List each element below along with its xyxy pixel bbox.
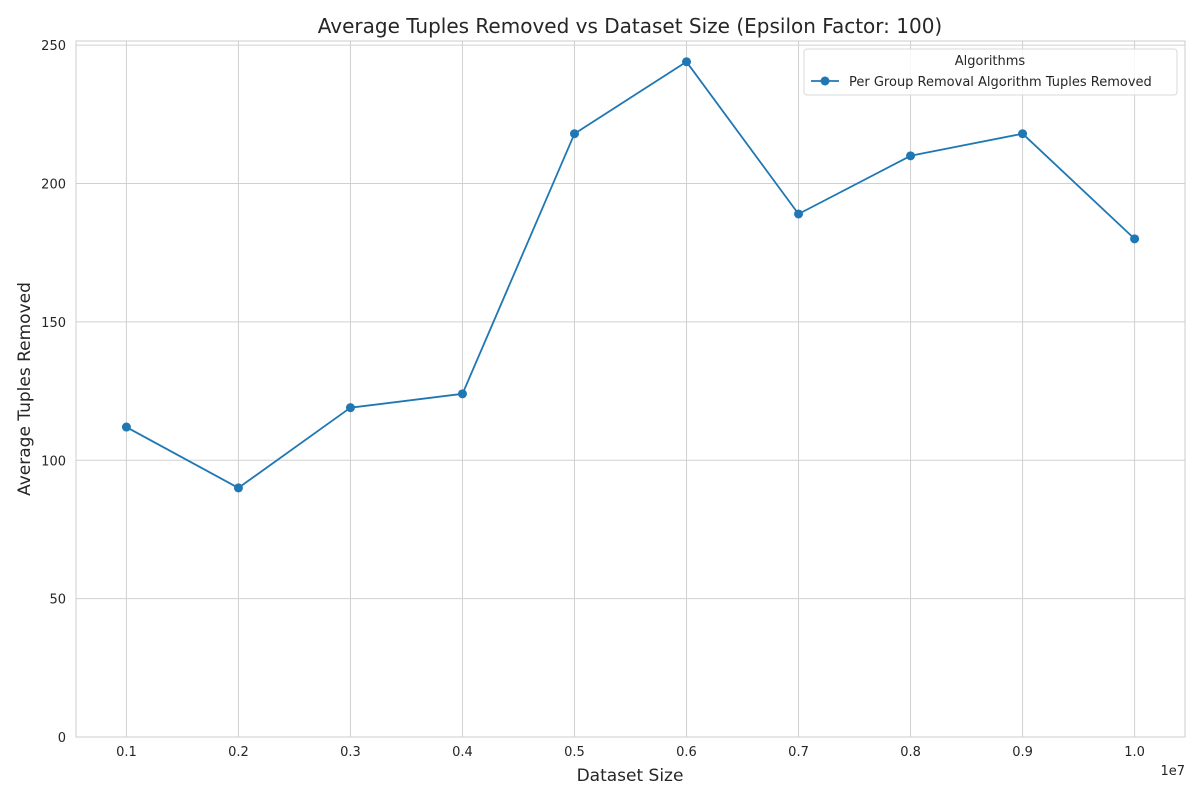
plot-frame	[75, 40, 1186, 738]
x-axis-label: Dataset Size	[577, 766, 684, 786]
legend-box	[803, 48, 1178, 96]
x-tick-label: 0.1	[116, 745, 137, 760]
x-tick-label: 0.7	[788, 745, 809, 760]
data-point	[345, 403, 355, 413]
chart-title: Average Tuples Removed vs Dataset Size (…	[318, 14, 942, 38]
y-tick-label: 50	[49, 593, 66, 608]
legend-title: Algorithms	[955, 54, 1026, 69]
y-tick-label: 200	[41, 178, 66, 193]
grid-layer	[76, 41, 1185, 738]
data-point	[457, 389, 467, 399]
x-tick-label: 0.9	[1012, 745, 1033, 760]
data-point	[906, 151, 916, 161]
series-line	[125, 60, 1136, 489]
x-tick-label: 0.6	[676, 745, 697, 760]
y-axis-label: Average Tuples Removed	[15, 282, 35, 496]
y-tick-label: 100	[41, 454, 66, 469]
data-point	[1018, 129, 1028, 139]
data-point	[1130, 234, 1140, 244]
data-point	[569, 129, 579, 139]
y-tick-label: 150	[41, 316, 66, 331]
x-tick-label: 1.0	[1124, 745, 1145, 760]
x-tick-label: 0.5	[564, 745, 585, 760]
x-axis-offset-label: 1e7	[1160, 764, 1185, 779]
y-tick-label: 250	[41, 39, 66, 54]
x-tick-label: 0.4	[452, 745, 473, 760]
x-tick-label: 0.2	[228, 745, 249, 760]
legend: Algorithms Per Group Removal Algorithm T…	[803, 48, 1178, 96]
data-point	[233, 483, 243, 493]
y-tick-labels: 0 50 100 150 200 250	[41, 39, 66, 746]
y-tick-label: 0	[58, 731, 66, 746]
x-tick-label: 0.3	[340, 745, 361, 760]
series-layer	[121, 57, 1140, 493]
data-point	[682, 57, 692, 67]
data-point	[794, 209, 804, 219]
data-point	[121, 422, 131, 432]
x-tick-labels: 0.1 0.2 0.3 0.4 0.5 0.6 0.7 0.8 0.9 1.0	[116, 745, 1145, 760]
legend-marker-swatch	[820, 76, 830, 86]
legend-series-label: Per Group Removal Algorithm Tuples Remov…	[849, 75, 1152, 90]
x-tick-label: 0.8	[900, 745, 921, 760]
